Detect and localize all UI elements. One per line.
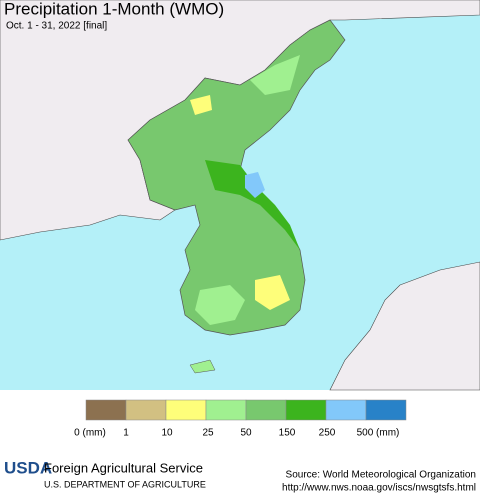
- precip-patch: [250, 55, 300, 95]
- source: Source: World Meteorological Organizatio…: [286, 470, 476, 481]
- legend-swatch: [365, 399, 407, 421]
- legend-swatch: [165, 399, 207, 421]
- legend-label: 1: [123, 428, 129, 439]
- legend-label: 0 (mm): [74, 428, 106, 439]
- logo: USDA: [4, 458, 52, 477]
- legend-label: 50: [240, 428, 252, 439]
- logo-box: [4, 460, 42, 486]
- agency: Foreign Agricultural Service: [44, 460, 203, 475]
- jeju: [189, 359, 216, 374]
- legend-swatch: [325, 399, 367, 421]
- precip-patch: [195, 285, 245, 325]
- legend-label: 500 (mm): [357, 428, 400, 439]
- japan-land: [329, 261, 480, 391]
- precip-patch: [190, 95, 212, 115]
- subtitle: Oct. 1 - 31, 2022 [final]: [6, 21, 107, 32]
- precip-patch: [245, 172, 265, 198]
- legend-swatch: [85, 399, 127, 421]
- legend-label: 25: [202, 428, 214, 439]
- legend-swatch: [205, 399, 247, 421]
- precip-patch: [255, 275, 290, 310]
- legend-label: 150: [279, 428, 296, 439]
- legend-swatch: [125, 399, 167, 421]
- title: Precipitation 1-Month (WMO): [4, 0, 224, 18]
- department: U.S. DEPARTMENT OF AGRICULTURE: [44, 479, 206, 489]
- legend-swatch: [285, 399, 327, 421]
- legend-label: 250: [319, 428, 336, 439]
- source-url: http://www.nws.noaa.gov/iscs/nwsgtsfs.ht…: [282, 483, 476, 494]
- precip-patch: [205, 160, 300, 250]
- legend-label: 10: [161, 428, 173, 439]
- legend-swatch: [245, 399, 287, 421]
- legend: 0 (mm) 1 10 25 50 150 250 500 (mm): [74, 399, 407, 439]
